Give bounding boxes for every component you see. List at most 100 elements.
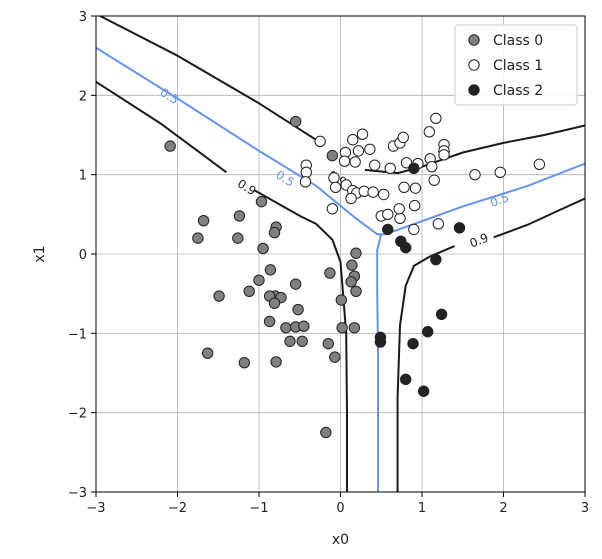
point-class-1 — [426, 161, 438, 173]
point-class-0 — [197, 214, 210, 227]
point-class-0 — [213, 290, 225, 302]
point-class-2 — [382, 223, 394, 236]
point-class-0 — [164, 140, 176, 152]
point-class-2 — [422, 326, 434, 338]
point-class-0 — [335, 294, 348, 306]
point-class-1 — [369, 159, 381, 171]
point-class-1 — [347, 134, 359, 146]
point-class-2 — [430, 253, 442, 266]
point-class-1 — [329, 181, 342, 194]
point-class-0 — [289, 115, 302, 128]
contour-line-0.9 — [96, 80, 227, 174]
contour-line-0.9 — [493, 197, 585, 239]
point-class-2 — [408, 162, 420, 175]
contour-line-0.9 — [254, 189, 348, 492]
point-class-0 — [329, 351, 341, 363]
x-axis-label: x0 — [332, 532, 349, 548]
legend: Class 0 Class 1 Class 2 — [454, 24, 578, 106]
point-class-0 — [336, 322, 348, 334]
contour-line-0.5 — [376, 233, 383, 492]
point-class-0 — [350, 285, 362, 297]
point-class-1 — [345, 192, 357, 205]
ticks: −3 −2 −1 0 1 2 3 −3 −2 −1 0 1 2 3 — [68, 10, 589, 516]
data-points — [164, 112, 546, 439]
point-class-1 — [533, 158, 546, 171]
point-class-1 — [469, 168, 481, 181]
point-class-1 — [382, 208, 394, 221]
contour-line-0.9 — [396, 245, 455, 492]
y-tick-label: 2 — [79, 89, 87, 104]
point-class-1 — [430, 112, 442, 125]
point-class-0 — [238, 356, 251, 369]
legend-box — [454, 24, 578, 106]
legend-label: Class 2 — [493, 83, 543, 99]
point-class-0 — [243, 285, 255, 297]
point-class-1 — [300, 166, 312, 178]
point-class-1 — [393, 203, 405, 215]
point-class-0 — [264, 264, 277, 276]
contour-label: 0.5 — [488, 190, 511, 210]
point-class-1 — [432, 218, 444, 230]
point-class-0 — [289, 278, 302, 290]
point-class-1 — [398, 181, 410, 194]
point-class-0 — [257, 242, 269, 255]
point-class-1 — [364, 143, 376, 155]
x-tick-label: 3 — [581, 501, 589, 516]
point-class-1 — [299, 176, 312, 188]
point-class-0 — [345, 276, 357, 288]
point-class-1 — [352, 145, 365, 157]
point-class-0 — [201, 347, 214, 359]
point-class-0 — [232, 232, 244, 244]
x-tick-label: −1 — [249, 501, 268, 516]
legend-marker — [468, 34, 480, 46]
point-class-2 — [417, 385, 430, 397]
y-tick-label: −3 — [68, 486, 87, 501]
point-class-0 — [296, 335, 308, 347]
point-class-1 — [423, 126, 436, 138]
point-class-0 — [253, 274, 265, 286]
point-class-0 — [324, 267, 336, 279]
point-class-2 — [453, 222, 466, 234]
point-class-0 — [233, 210, 246, 222]
point-class-1 — [394, 212, 406, 225]
point-class-0 — [270, 356, 282, 368]
y-tick-label: 3 — [79, 10, 87, 25]
x-tick-label: −3 — [86, 501, 105, 516]
point-class-0 — [348, 322, 361, 334]
x-tick-label: −2 — [168, 501, 187, 516]
point-class-1 — [408, 199, 421, 212]
legend-label: Class 0 — [493, 33, 543, 49]
point-class-0 — [263, 315, 276, 328]
y-tick-label: −1 — [68, 327, 87, 342]
x-tick-label: 0 — [336, 501, 344, 516]
contour-line-0.9 — [364, 124, 585, 175]
contour-line-0.9 — [99, 16, 317, 141]
point-class-2 — [400, 241, 412, 254]
point-class-1 — [356, 128, 369, 140]
point-class-1 — [314, 135, 326, 148]
point-class-1 — [367, 186, 379, 198]
legend-marker — [468, 59, 480, 71]
point-class-0 — [346, 259, 358, 271]
point-class-0 — [350, 247, 362, 259]
point-class-1 — [408, 223, 420, 236]
point-class-1 — [397, 131, 409, 144]
contour-label: 0.9 — [468, 230, 491, 250]
point-class-0 — [192, 232, 204, 244]
point-class-2 — [374, 336, 387, 348]
y-tick-label: 0 — [79, 248, 87, 263]
x-tick-label: 2 — [499, 501, 507, 516]
legend-marker — [468, 84, 480, 96]
point-class-0 — [255, 195, 268, 208]
point-class-0 — [326, 149, 339, 162]
y-tick-label: −2 — [68, 407, 87, 422]
point-class-0 — [268, 297, 281, 309]
point-class-1 — [384, 162, 396, 175]
point-class-1 — [377, 188, 390, 201]
point-class-1 — [494, 166, 506, 178]
point-class-0 — [292, 303, 304, 316]
point-class-1 — [338, 155, 351, 167]
point-class-1 — [328, 172, 340, 184]
point-class-0 — [284, 335, 296, 347]
x-tick-label: 1 — [418, 501, 426, 516]
